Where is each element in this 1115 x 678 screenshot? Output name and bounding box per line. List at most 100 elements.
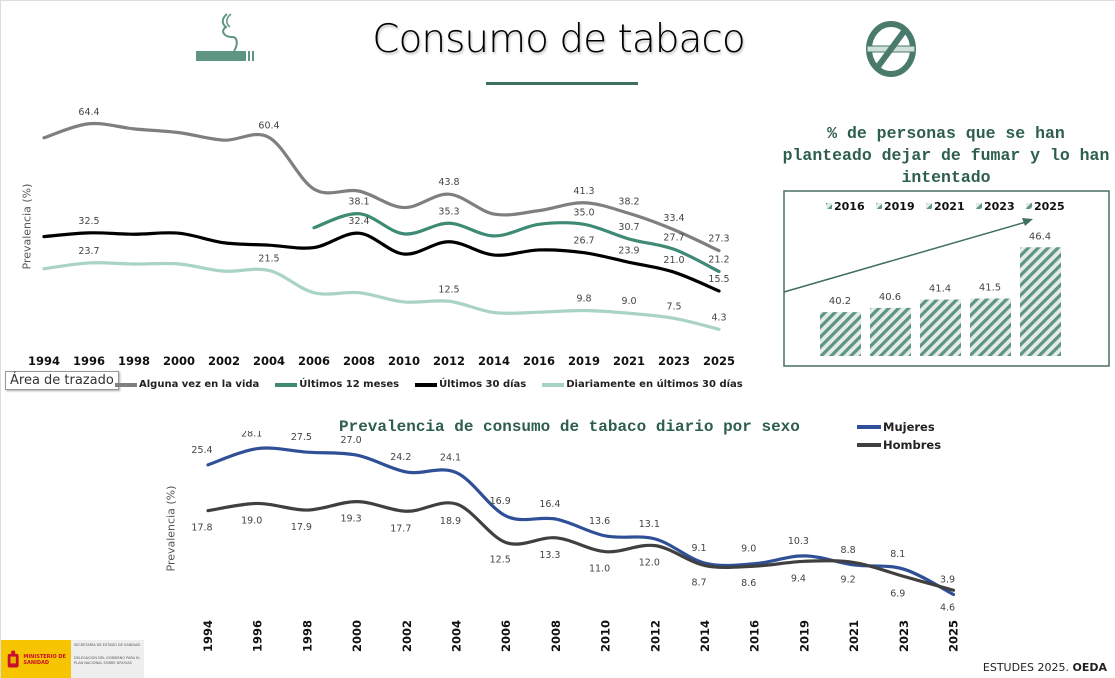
- legend-swatch: [542, 382, 565, 387]
- series-line-hombres: [206, 500, 956, 592]
- legend-label: Mujeres: [883, 420, 935, 434]
- data-label: 35.3: [438, 206, 459, 217]
- x-tick-label: 2006: [499, 620, 513, 652]
- x-tick-label: 1998: [300, 620, 314, 652]
- data-label: 6.9: [890, 588, 905, 599]
- data-label: 17.8: [191, 523, 212, 534]
- bar-data-label: 41.5: [979, 283, 1001, 294]
- series-line-2: [42, 231, 721, 293]
- bar-data-label: 40.2: [829, 296, 851, 307]
- x-tick-label: 2014: [698, 620, 712, 652]
- legend-swatch: [275, 382, 298, 387]
- data-label: 27.5: [291, 432, 312, 443]
- data-label: 7.5: [666, 301, 681, 312]
- legend-item-mujeres[interactable]: Mujeres: [857, 420, 941, 434]
- data-label: 38.1: [348, 197, 369, 208]
- data-label: 9.2: [841, 575, 856, 586]
- data-label: 60.4: [258, 120, 279, 131]
- data-label: 32.4: [348, 216, 369, 227]
- data-label: 12.0: [639, 558, 660, 569]
- bar-2016: [820, 312, 861, 356]
- legend-item-diariamente[interactable]: Diariamente en últimos 30 días: [542, 379, 743, 390]
- x-tick-label: 2010: [599, 620, 613, 652]
- data-label: 64.4: [78, 107, 99, 118]
- data-label: 27.7: [663, 232, 684, 243]
- series-line-1: [312, 212, 721, 274]
- legend-swatch-2016: [826, 203, 832, 209]
- legend-label: Diariamente en últimos 30 días: [566, 379, 743, 390]
- legend-item-hombres[interactable]: Hombres: [857, 438, 941, 452]
- data-label: 35.0: [573, 207, 594, 218]
- x-tick-label: 2012: [433, 354, 465, 368]
- data-label: 3.9: [940, 574, 955, 585]
- title-underline: [486, 82, 638, 85]
- legend-label-2025: 2025: [1034, 200, 1065, 213]
- bar-2023: [970, 298, 1011, 356]
- data-label: 26.7: [573, 236, 594, 247]
- bar-2025: [1020, 247, 1061, 356]
- legend-swatch: [415, 382, 438, 387]
- x-tick-label: 2014: [478, 354, 510, 368]
- x-tick-label: 2016: [523, 354, 555, 368]
- no-smoking-icon: [861, 21, 921, 81]
- legend-label-2016: 2016: [834, 200, 865, 213]
- trend-arrow-head: [1022, 218, 1033, 226]
- data-label: 9.4: [791, 573, 806, 584]
- data-label: 4.6: [940, 602, 955, 613]
- series-line-3: [42, 261, 721, 331]
- data-label: 8.7: [691, 578, 706, 589]
- data-label: 9.0: [621, 296, 636, 307]
- x-tick-label: 2000: [350, 620, 364, 652]
- legend-item-ultimos-12[interactable]: Últimos 12 meses: [275, 379, 399, 390]
- data-label: 8.6: [741, 578, 756, 589]
- x-tick-label: 1996: [251, 620, 265, 652]
- data-label: 11.0: [589, 564, 610, 575]
- data-label: 10.3: [788, 536, 809, 547]
- data-label: 21.0: [663, 255, 684, 266]
- ministry-subtitle: SECRETARÍA DE ESTADO DE SANIDAD DELEGACI…: [71, 640, 144, 678]
- data-label: 27.0: [341, 435, 362, 446]
- x-tick-label: 2021: [847, 620, 861, 652]
- data-label: 13.1: [639, 519, 660, 530]
- x-tick-label: 2023: [658, 354, 690, 368]
- x-tick-label: 2025: [947, 620, 961, 652]
- legend-swatch: [115, 382, 137, 387]
- x-tick-label: 1998: [118, 354, 150, 368]
- bar-data-label: 41.4: [929, 284, 951, 295]
- legend-swatch-2019: [876, 203, 882, 209]
- legend-label: Alguna vez en la vida: [139, 379, 260, 390]
- data-label: 21.5: [258, 253, 279, 264]
- data-label: 9.1: [691, 543, 706, 554]
- x-tick-label: 2000: [163, 354, 195, 368]
- legend-item-alguna-vez[interactable]: Alguna vez en la vida: [115, 379, 259, 390]
- data-label: 17.9: [291, 522, 312, 533]
- x-tick-label: 2021: [613, 354, 645, 368]
- x-tick-label: 2008: [549, 620, 563, 652]
- legend-label-2021: 2021: [934, 200, 965, 213]
- data-label: 23.7: [78, 246, 99, 257]
- data-label: 28.1: [241, 431, 262, 440]
- bar-chart-frame: [783, 190, 1110, 367]
- series-line-0: [42, 121, 721, 253]
- legend-swatch: [857, 443, 881, 447]
- data-label: 41.3: [573, 186, 594, 197]
- ministry-logo: MINISTERIO DE SANIDAD SECRETARÍA DE ESTA…: [1, 640, 144, 678]
- bar-data-label: 40.6: [879, 292, 901, 303]
- data-label: 43.8: [438, 177, 459, 188]
- bar-2019: [870, 307, 911, 356]
- bar-data-label: 46.4: [1029, 231, 1051, 242]
- logo-line: SECRETARÍA DE ESTADO DE SANIDAD: [74, 643, 141, 647]
- data-label: 8.8: [841, 545, 856, 556]
- data-label: 19.0: [241, 515, 262, 526]
- data-label: 38.2: [618, 196, 639, 207]
- source-text: ESTUDES 2025.: [982, 661, 1069, 674]
- legend-swatch-2025: [1026, 203, 1032, 209]
- x-tick-label: 2006: [298, 354, 330, 368]
- series-line-mujeres: [206, 446, 956, 597]
- data-label: 16.4: [539, 499, 560, 510]
- x-tick-label: 2025: [703, 354, 735, 368]
- data-label: 4.3: [711, 312, 726, 323]
- legend-label: Últimos 30 días: [439, 379, 527, 390]
- legend-item-ultimos-30[interactable]: Últimos 30 días: [415, 379, 526, 390]
- sex-line-chart: 25.4 28.1 27.5 27.0 24.2 24.1 16.9 16.4 13.6 13.1…: [191, 431, 961, 652]
